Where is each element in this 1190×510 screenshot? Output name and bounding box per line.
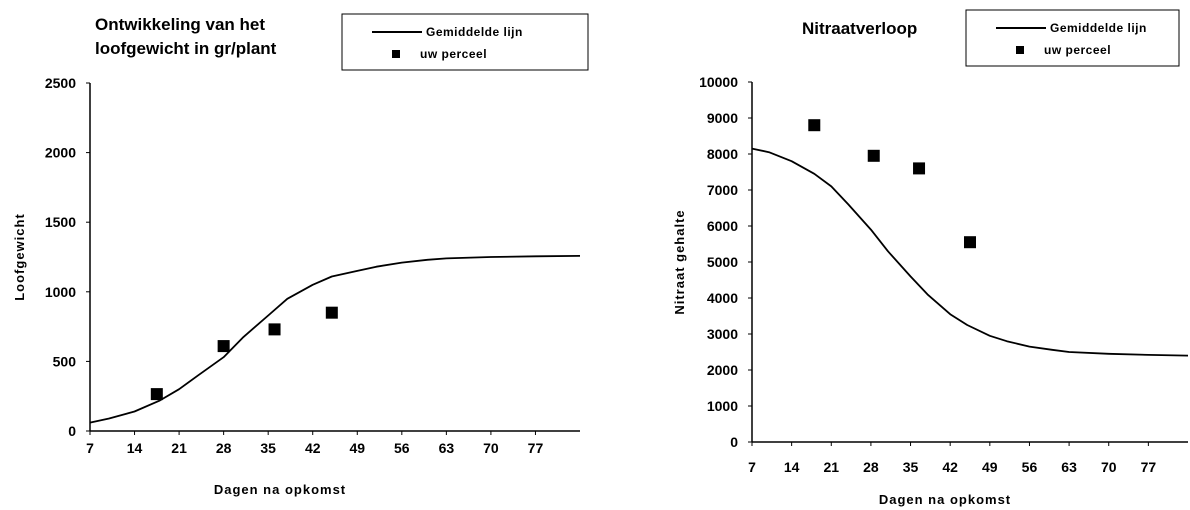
legend-marker-swatch	[392, 50, 400, 58]
y-tick-label: 500	[53, 353, 77, 369]
x-tick-label: 77	[1141, 459, 1157, 475]
chart-1: Ontwikkeling van het loofgewicht in gr/pl…	[12, 13, 589, 497]
legend-label: Gemiddelde lijn	[426, 25, 523, 39]
x-axis-label: Dagen na opkomst	[879, 492, 1011, 507]
x-tick-label: 49	[982, 459, 998, 475]
y-axis-label: Nitraat gehalte	[672, 209, 687, 314]
y-tick-label: 9000	[707, 110, 738, 126]
x-tick-label: 35	[903, 459, 919, 475]
x-tick-label: 14	[784, 459, 800, 475]
x-tick-label: 28	[863, 459, 879, 475]
data-point-marker	[964, 236, 976, 249]
chart-title: Ontwikkeling van het	[95, 15, 265, 34]
series-line-gemiddelde	[89, 255, 581, 424]
y-tick-label: 3000	[707, 326, 738, 342]
x-tick-label: 42	[305, 440, 321, 456]
y-tick-label: 1500	[45, 214, 76, 230]
y-tick-label: 2000	[45, 145, 76, 161]
data-point-marker	[150, 388, 163, 401]
x-tick-label: 70	[1101, 459, 1117, 475]
legend-box	[341, 13, 589, 71]
y-tick-label: 6000	[707, 218, 738, 234]
x-tick-label: 70	[483, 440, 499, 456]
x-tick-label: 7	[748, 459, 756, 475]
legend: Gemiddelde lijn uw perceel	[965, 9, 1180, 67]
y-tick-label: 5000	[707, 254, 738, 270]
x-axis-label: Dagen na opkomst	[214, 482, 346, 497]
x-tick-label: 63	[1061, 459, 1077, 475]
data-point-marker	[913, 162, 926, 175]
y-tick-label: 7000	[707, 182, 738, 198]
y-tick-label: 2500	[45, 75, 76, 91]
x-tick-label: 35	[260, 440, 276, 456]
data-point-marker	[867, 149, 880, 162]
x-tick-label: 14	[127, 440, 143, 456]
y-tick-label: 0	[68, 423, 76, 439]
x-tick-label: 56	[394, 440, 410, 456]
y-tick-label: 1000	[707, 398, 738, 414]
y-tick-label: 2000	[707, 362, 738, 378]
x-tick-label: 28	[216, 440, 232, 456]
x-tick-label: 7	[86, 440, 94, 456]
data-point-marker	[217, 340, 230, 353]
x-tick-label: 42	[942, 459, 958, 475]
legend: Gemiddelde lijn uw perceel	[341, 13, 589, 71]
y-tick-label: 0	[730, 434, 738, 450]
chart-title: Nitraatverloop	[802, 19, 917, 38]
x-tick-label: 49	[349, 440, 365, 456]
legend-marker-swatch	[1016, 46, 1024, 54]
y-tick-label: 8000	[707, 146, 738, 162]
data-point-marker	[325, 306, 338, 319]
chart-title: loofgewicht in gr/plant	[95, 39, 277, 58]
legend-label: uw perceel	[420, 47, 487, 61]
legend-box	[965, 9, 1180, 67]
x-tick-label: 21	[823, 459, 839, 475]
chart-2: Nitraatverloop 0 1000 2000 3000 4000 5000 6000 7…	[672, 9, 1189, 507]
y-axis-label: Loofgewicht	[12, 213, 27, 301]
data-point-marker	[268, 323, 281, 336]
data-point-marker	[808, 119, 821, 132]
y-tick-label: 1000	[45, 284, 76, 300]
y-tick-label: 4000	[707, 290, 738, 306]
legend-label: Gemiddelde lijn	[1050, 21, 1147, 35]
x-tick-label: 63	[439, 440, 455, 456]
series-line-gemiddelde	[751, 147, 1189, 357]
y-tick-label: 10000	[699, 74, 738, 90]
legend-label: uw perceel	[1044, 43, 1111, 57]
x-tick-label: 56	[1022, 459, 1038, 475]
x-tick-label: 21	[171, 440, 187, 456]
x-tick-label: 77	[528, 440, 544, 456]
